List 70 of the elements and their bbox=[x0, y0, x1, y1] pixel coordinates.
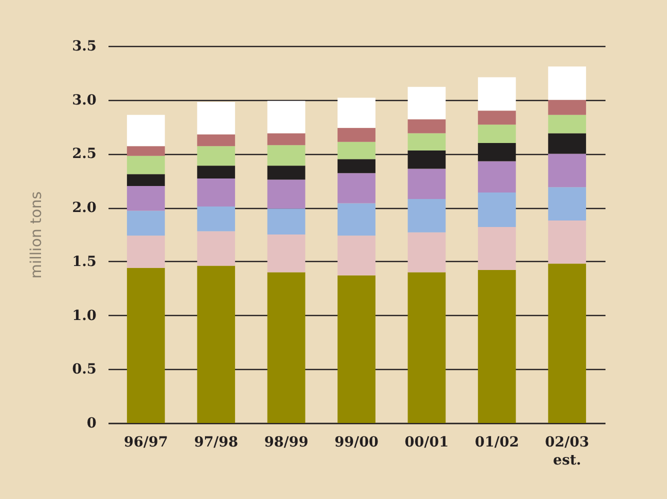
bar bbox=[126, 174, 165, 186]
bar bbox=[197, 146, 236, 166]
bar bbox=[548, 154, 586, 188]
y-tick-label: 0.5 bbox=[72, 362, 96, 378]
x-tick-label: 99/00 bbox=[334, 434, 379, 450]
y-tick-label: 2.5 bbox=[72, 146, 96, 162]
bar bbox=[126, 114, 165, 146]
bar bbox=[408, 272, 446, 423]
y-tick-label: 0 bbox=[86, 416, 97, 432]
bar bbox=[267, 166, 306, 180]
bar bbox=[267, 234, 306, 272]
bar bbox=[267, 145, 306, 166]
bar bbox=[267, 100, 306, 134]
bar bbox=[267, 180, 306, 209]
bar bbox=[478, 192, 516, 227]
y-axis-title: million tons bbox=[27, 191, 46, 279]
bar bbox=[478, 161, 516, 192]
bar bbox=[408, 133, 446, 150]
x-tick-label: 01/02 bbox=[474, 434, 519, 450]
bar bbox=[338, 236, 376, 276]
bar bbox=[126, 236, 165, 268]
bar bbox=[548, 187, 586, 220]
x-tick-label: 96/97 bbox=[124, 434, 168, 450]
bar bbox=[408, 86, 446, 120]
bar bbox=[197, 166, 236, 178]
bar bbox=[548, 220, 586, 264]
bar bbox=[408, 232, 446, 272]
bar bbox=[197, 231, 236, 266]
bar bbox=[267, 272, 306, 423]
bar bbox=[197, 266, 236, 423]
bar bbox=[126, 268, 165, 423]
bar bbox=[267, 208, 306, 234]
bar bbox=[338, 128, 376, 142]
bar bbox=[197, 134, 236, 146]
bar bbox=[548, 133, 586, 154]
bar bbox=[408, 119, 446, 134]
bar bbox=[548, 66, 586, 100]
bar bbox=[408, 198, 446, 232]
bar bbox=[408, 168, 446, 199]
y-tick-label: 1.0 bbox=[72, 308, 97, 324]
y-tick-label: 3.0 bbox=[72, 92, 97, 108]
bar bbox=[478, 77, 516, 111]
bar bbox=[548, 114, 586, 134]
bar bbox=[548, 100, 586, 115]
bar bbox=[338, 142, 376, 160]
bar bbox=[338, 173, 376, 204]
bar bbox=[197, 206, 236, 232]
bar bbox=[478, 124, 516, 143]
bar bbox=[478, 270, 516, 423]
x-tick-label: 97/98 bbox=[194, 434, 238, 450]
bar bbox=[126, 210, 165, 236]
bar bbox=[126, 186, 165, 211]
bar bbox=[267, 133, 306, 146]
bar bbox=[338, 275, 376, 423]
bar bbox=[197, 102, 236, 134]
bar bbox=[338, 159, 376, 174]
x-tick-label: 02/03 est. bbox=[545, 434, 590, 468]
y-tick-label: 2.0 bbox=[72, 200, 97, 216]
bar bbox=[126, 146, 165, 156]
bar bbox=[478, 226, 516, 270]
bar bbox=[126, 156, 165, 174]
bar bbox=[548, 264, 586, 423]
bar bbox=[338, 98, 376, 128]
bar bbox=[197, 178, 236, 206]
bar bbox=[338, 203, 376, 236]
bar bbox=[478, 110, 516, 125]
y-tick-label: 1.5 bbox=[72, 254, 96, 270]
y-tick-label: 3.5 bbox=[72, 38, 96, 54]
x-tick-label: 00/01 bbox=[404, 434, 449, 450]
x-tick-label: 98/99 bbox=[264, 434, 308, 450]
